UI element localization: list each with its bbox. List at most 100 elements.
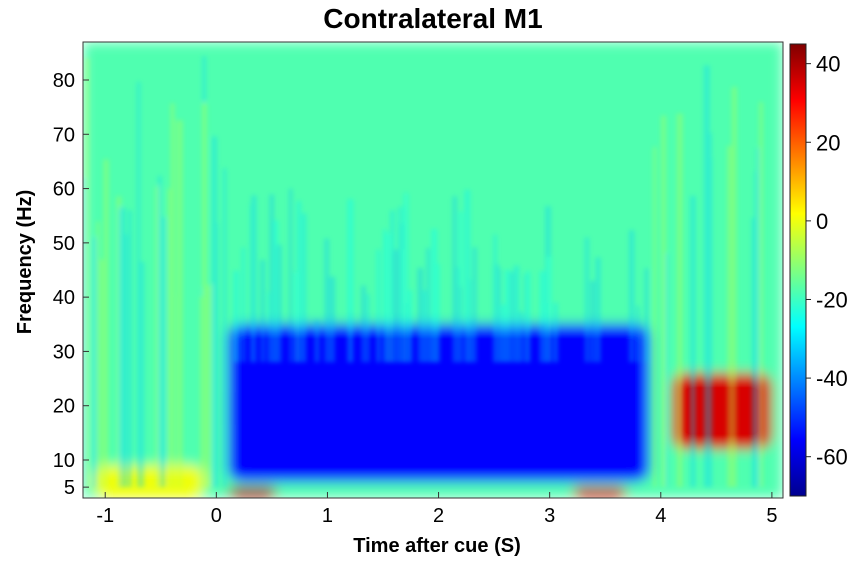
streak <box>590 280 595 363</box>
streak <box>644 268 649 363</box>
colorbar-tick-label: -20 <box>816 287 848 312</box>
streak <box>376 249 381 363</box>
streak <box>464 189 471 363</box>
streak <box>751 217 757 488</box>
streak <box>233 270 239 363</box>
x-tick-label: 1 <box>322 505 333 527</box>
y-tick-label: 50 <box>53 233 75 255</box>
streak <box>137 81 141 488</box>
streak <box>167 188 172 488</box>
y-tick-label: 5 <box>64 477 75 499</box>
streak <box>361 285 366 363</box>
streak <box>251 195 257 363</box>
streak <box>85 58 90 488</box>
y-axis: 5 10 20 30 40 50 60 70 80 <box>53 70 89 499</box>
colorbar-tick-label: 40 <box>816 52 840 77</box>
streak <box>664 253 669 488</box>
streak <box>690 195 696 488</box>
x-tick-label: 4 <box>655 505 666 527</box>
streak <box>260 259 265 363</box>
colorbar-tick-label: 20 <box>816 130 840 155</box>
spectral-streak-texture <box>83 56 763 488</box>
streak <box>526 270 530 363</box>
streak <box>289 188 293 363</box>
streak <box>539 271 545 363</box>
streak <box>269 194 274 363</box>
streak <box>301 213 307 363</box>
streak <box>96 221 100 488</box>
streak <box>176 294 183 488</box>
streak <box>661 115 666 488</box>
streak <box>629 230 635 363</box>
streak <box>100 259 106 488</box>
streak <box>731 86 737 488</box>
streak <box>202 102 207 488</box>
streak <box>92 237 97 488</box>
colorbar-tick-label: -40 <box>816 366 848 391</box>
streak <box>272 220 279 363</box>
streak <box>434 264 440 363</box>
streak <box>383 229 387 363</box>
y-axis-label: Frequency (Hz) <box>14 190 36 334</box>
streak <box>294 271 300 363</box>
streak <box>118 211 125 488</box>
streak <box>385 233 392 363</box>
streak <box>366 293 370 363</box>
streak <box>161 216 167 488</box>
colorbar-ticks: 40 20 0 -20 -40 -60 <box>806 52 848 470</box>
streak <box>653 147 657 488</box>
colorbar-tick-label: 0 <box>816 209 828 234</box>
streak <box>127 210 132 488</box>
streak <box>211 136 217 488</box>
streak <box>140 262 145 488</box>
streak <box>155 186 159 488</box>
streak <box>505 269 511 363</box>
plot-frame <box>82 41 784 499</box>
streak <box>403 193 409 363</box>
streak <box>267 292 272 363</box>
y-tick-label: 60 <box>53 179 75 201</box>
streak <box>510 272 514 363</box>
streak <box>541 323 545 363</box>
streak <box>122 234 128 488</box>
y-tick-label: 10 <box>53 450 75 472</box>
x-axis: -1 0 1 2 3 4 5 <box>96 492 777 527</box>
heatmap-region-low-frequency-increase-late <box>571 487 628 498</box>
streak <box>636 305 640 363</box>
streak <box>422 290 427 363</box>
streak <box>347 199 354 363</box>
streak <box>408 290 413 363</box>
streak <box>241 247 246 363</box>
y-tick-label: 40 <box>53 287 75 309</box>
streak <box>553 302 558 363</box>
streak <box>276 244 282 363</box>
streak <box>172 119 176 488</box>
x-tick-label: 3 <box>544 505 555 527</box>
streak <box>595 257 601 363</box>
heatmap-region-low-frequency-increase-early <box>227 487 278 498</box>
streak <box>513 265 520 363</box>
streak <box>759 102 763 488</box>
streak <box>428 317 434 363</box>
streak <box>83 178 87 488</box>
streak <box>314 320 320 363</box>
streak <box>472 247 477 363</box>
streak <box>426 248 431 363</box>
y-tick-label: 30 <box>53 341 75 363</box>
heatmap-plot-area <box>83 42 783 498</box>
streak <box>349 312 353 363</box>
streak <box>206 284 213 488</box>
colorbar-tick-label: -60 <box>816 445 848 470</box>
x-tick-label: 5 <box>766 505 777 527</box>
x-tick-label: 0 <box>211 505 222 527</box>
streak <box>431 228 438 363</box>
heatmap-region-pre-cue-low-frequency <box>94 465 206 498</box>
streak <box>458 286 463 363</box>
streak <box>706 132 712 488</box>
streak <box>398 224 405 363</box>
streak <box>676 113 683 488</box>
streak <box>329 276 335 363</box>
y-tick-label: 20 <box>53 396 75 418</box>
streak <box>756 148 761 488</box>
